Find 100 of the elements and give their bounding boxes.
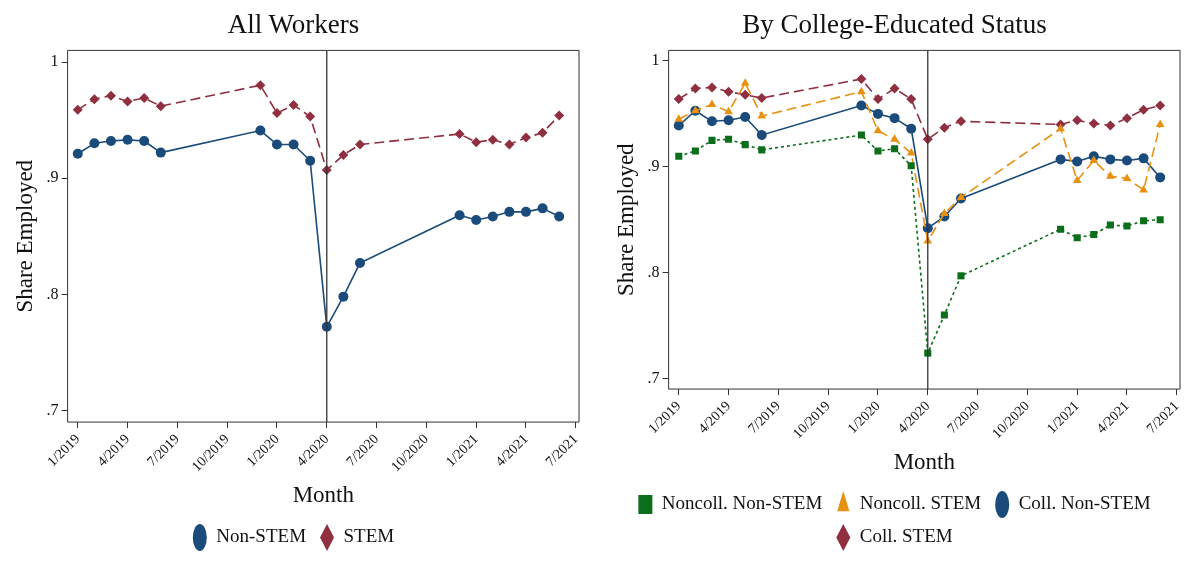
point [471, 214, 482, 225]
point [874, 147, 882, 155]
point [1105, 120, 1116, 131]
point [139, 136, 150, 146]
legend-label: Non-STEM [216, 525, 307, 547]
point [338, 291, 349, 302]
point [757, 111, 767, 119]
y-tick-label: .8 [647, 262, 660, 280]
point [1072, 115, 1083, 126]
y-tick-label: .8 [46, 284, 59, 302]
point [1138, 104, 1149, 115]
point [957, 272, 965, 280]
legend-label: STEM [343, 525, 395, 547]
point [354, 139, 365, 150]
y-tick-label: 1 [50, 52, 59, 70]
legend-label: Coll. STEM [859, 525, 953, 547]
point [723, 115, 734, 126]
point [520, 132, 531, 143]
point [1073, 234, 1081, 242]
point [890, 134, 899, 142]
x-axis-title: Month [893, 449, 956, 475]
legend-label: Coll. Non-STEM [1018, 492, 1151, 514]
point [105, 90, 116, 101]
point [891, 145, 899, 153]
point [520, 206, 531, 217]
point [1056, 123, 1065, 132]
point [906, 94, 917, 105]
point [740, 89, 751, 100]
point [288, 139, 299, 150]
point [305, 155, 316, 166]
point [1155, 172, 1166, 183]
point [740, 112, 751, 123]
point [537, 203, 548, 214]
point [708, 136, 716, 144]
point [305, 111, 316, 122]
point [674, 114, 684, 122]
point [1106, 221, 1114, 229]
point [1055, 154, 1066, 165]
point [271, 108, 282, 119]
point [338, 149, 349, 160]
point [872, 94, 883, 105]
x-axis-title: Month [292, 482, 355, 508]
point [1123, 222, 1131, 230]
point [706, 116, 717, 127]
y-axis-title: Share Employed [612, 142, 638, 297]
point [288, 99, 299, 110]
point [872, 108, 883, 119]
point [906, 123, 917, 134]
y-axis-title: Share Employed [11, 159, 37, 313]
point [255, 125, 266, 136]
y-tick-label: .9 [647, 157, 660, 175]
point [939, 122, 950, 133]
y-tick-label: .7 [46, 400, 59, 418]
point [1122, 173, 1132, 181]
point [255, 80, 266, 91]
point [271, 139, 282, 150]
y-tick-label: 1 [651, 51, 660, 69]
point [940, 208, 949, 216]
point [1105, 154, 1116, 165]
point [487, 134, 498, 145]
point [1072, 175, 1082, 184]
point [1090, 231, 1098, 239]
point [537, 127, 548, 138]
point [139, 93, 150, 104]
point [906, 148, 916, 156]
point [1121, 113, 1132, 124]
legend-label: Noncoll. Non-STEM [661, 492, 823, 514]
point [707, 99, 717, 107]
point [857, 86, 866, 95]
point [504, 139, 515, 150]
point [940, 311, 948, 319]
chart-title: All Workers [227, 9, 360, 40]
y-tick-label: .9 [46, 168, 59, 186]
point [1139, 185, 1148, 193]
point [673, 120, 684, 131]
point [1072, 156, 1083, 167]
point [1088, 118, 1099, 129]
chart-title: By College-Educated Status [742, 9, 1047, 40]
point [89, 138, 100, 149]
point [471, 137, 482, 148]
point [724, 106, 733, 115]
point [690, 83, 701, 94]
point [1089, 155, 1099, 163]
point [454, 210, 465, 221]
point [554, 211, 565, 222]
point [1140, 217, 1148, 225]
point [907, 162, 915, 170]
point [1106, 171, 1115, 179]
point [354, 257, 365, 268]
y-tick-label: .7 [647, 368, 660, 386]
point [155, 147, 166, 158]
legend-label: Noncoll. STEM [859, 492, 982, 514]
point [723, 86, 734, 97]
point [122, 134, 133, 145]
point [1121, 155, 1132, 166]
point [873, 125, 883, 134]
point [454, 129, 465, 140]
point [675, 152, 683, 160]
point [89, 94, 100, 105]
point [1156, 216, 1164, 224]
